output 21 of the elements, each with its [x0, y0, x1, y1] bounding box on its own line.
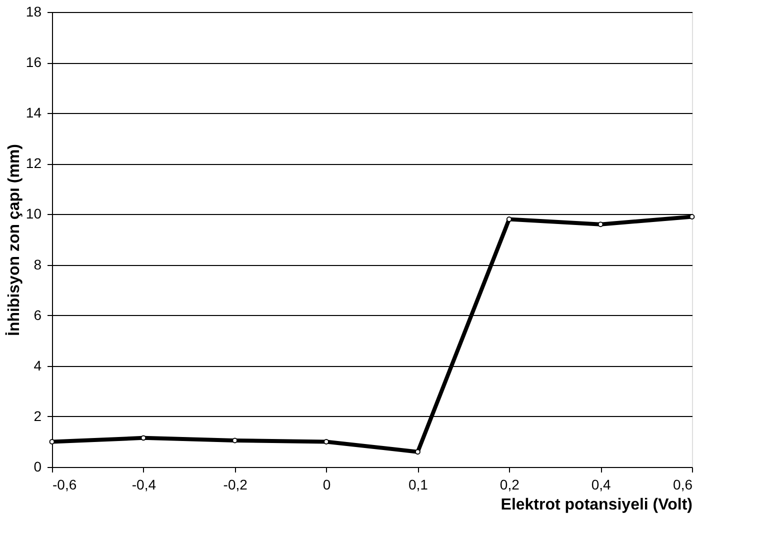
x-tick-label: 0,2: [500, 476, 520, 492]
y-tick-label: 0: [34, 458, 42, 474]
y-tick-label: 8: [34, 256, 42, 272]
y-tick-label: 4: [34, 357, 42, 374]
x-tick-label: 0: [322, 476, 331, 492]
y-tick-label: 2: [34, 408, 42, 424]
y-tick-label: 6: [34, 306, 42, 323]
y-tick-label: 16: [26, 54, 42, 70]
y-tick-label: 10: [26, 206, 42, 222]
x-tick-label: 0,1: [408, 476, 428, 492]
x-tick-label: 0,4: [591, 476, 612, 492]
y-tick-label: 14: [26, 104, 42, 121]
x-tick-label: -0,2: [223, 476, 248, 492]
y-axis-title: İnhibisyon zon çapı (mm): [4, 144, 23, 336]
point: [506, 216, 512, 222]
y-tick-label: 12: [26, 155, 42, 172]
x-axis-title: Elektrot potansiyeli (Volt): [500, 496, 692, 514]
x-tick-label: 0,6: [673, 476, 693, 492]
y-tick-label: 18: [26, 4, 42, 20]
x-tick-label: -0,4: [132, 476, 156, 492]
x-tick-label: -0,6: [52, 476, 77, 492]
